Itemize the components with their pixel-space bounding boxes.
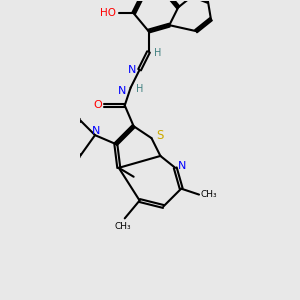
Text: O: O — [94, 100, 102, 110]
Text: CH₃: CH₃ — [115, 222, 132, 231]
Text: H: H — [136, 84, 143, 94]
Text: N: N — [128, 65, 136, 75]
Text: S: S — [156, 129, 163, 142]
Text: H: H — [154, 48, 161, 59]
Text: N: N — [92, 126, 101, 136]
Text: HO: HO — [100, 8, 116, 18]
Text: CH₃: CH₃ — [200, 190, 217, 199]
Text: N: N — [178, 161, 187, 171]
Text: N: N — [118, 85, 126, 96]
